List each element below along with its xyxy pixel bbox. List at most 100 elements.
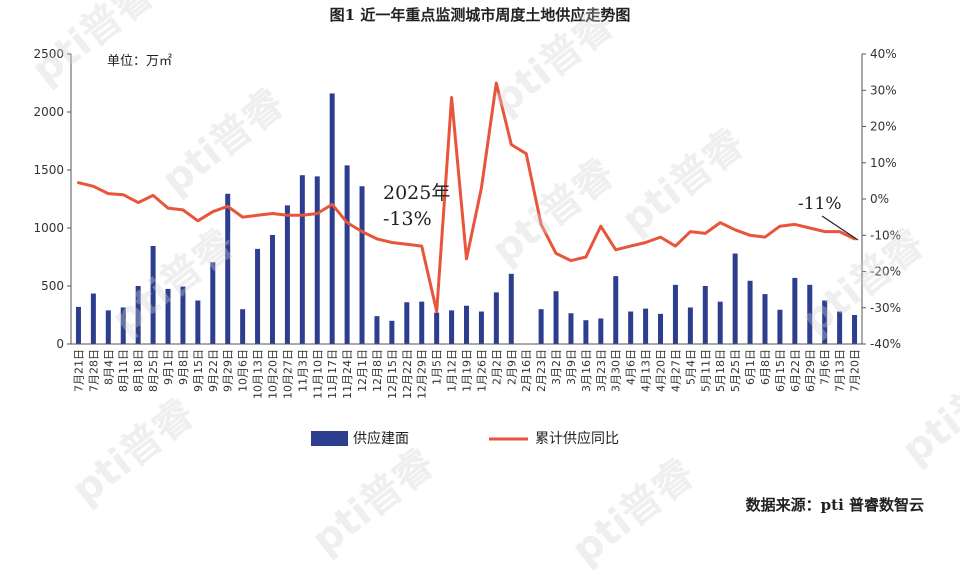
bar (554, 291, 559, 344)
x-tick-label: 10月27日 (281, 349, 294, 399)
x-tick-label: 2月23日 (535, 349, 548, 392)
bar (613, 276, 618, 344)
x-tick-label: 11月3日 (296, 349, 309, 392)
right-tick-label: 40% (870, 47, 897, 61)
x-tick-label: 2月9日 (505, 349, 518, 385)
bar (285, 205, 290, 344)
bar (345, 165, 350, 344)
bar (91, 294, 96, 344)
bar (598, 318, 603, 344)
x-tick-label: 9月1日 (162, 349, 175, 385)
x-tick-label: 11月17日 (326, 349, 339, 399)
bar (330, 93, 335, 344)
annotation-latest: -11% (798, 194, 842, 214)
x-tick-label: 3月30日 (610, 349, 623, 392)
bar (733, 254, 738, 344)
x-tick-label: 7月6日 (819, 349, 832, 385)
bar (673, 285, 678, 344)
x-tick-label: 6月1日 (744, 349, 757, 385)
x-tick-label: 8月18日 (132, 349, 145, 392)
x-tick-label: 10月20日 (266, 349, 279, 399)
x-tick-label: 1月5日 (431, 349, 444, 385)
unit-label: 单位：万㎡ (107, 54, 172, 69)
bar (315, 176, 320, 344)
bar (479, 312, 484, 344)
bar (688, 307, 693, 344)
annotations: 2025年-13%-11% (383, 182, 858, 240)
bar (852, 315, 857, 344)
x-tick-label: 8月4日 (102, 349, 115, 385)
x-tick-label: 4月20日 (655, 349, 668, 392)
bar (837, 312, 842, 344)
x-tick-label: 4月6日 (625, 349, 638, 385)
x-tick-label: 7月13日 (834, 349, 847, 392)
left-tick-label: 2500 (33, 47, 64, 61)
x-tick-label: 12月1日 (356, 349, 369, 392)
x-tick-label: 3月16日 (580, 349, 593, 392)
bar (434, 313, 439, 344)
bar (195, 301, 200, 345)
bar (389, 321, 394, 344)
left-tick-label: 1000 (33, 221, 64, 235)
bar (807, 285, 812, 344)
bar (643, 309, 648, 344)
bar (777, 310, 782, 344)
bar (718, 302, 723, 344)
x-tick-label: 3月23日 (595, 349, 608, 392)
x-tick-label: 5月11日 (699, 349, 712, 392)
x-tick-label: 9月8日 (177, 349, 190, 385)
x-tick-label: 2月2日 (490, 349, 503, 385)
legend-bar-label: 供应建面 (353, 430, 409, 447)
annotation-2025-value: -13% (383, 208, 432, 230)
left-tick-label: 2000 (33, 105, 64, 119)
yoy-line (79, 83, 855, 311)
x-tick-label: 8月11日 (117, 349, 130, 392)
x-tick-label: 3月9日 (565, 349, 578, 385)
bar (404, 302, 409, 344)
bar (255, 249, 260, 344)
x-tick-label: 9月22日 (207, 349, 220, 392)
bar (539, 309, 544, 344)
x-tick-label: 2月16日 (520, 349, 533, 392)
bar (225, 194, 230, 344)
x-tick-label: 12月29日 (416, 349, 429, 399)
x-tick-label: 10月13日 (252, 349, 265, 399)
x-tick-label: 10月6日 (237, 349, 250, 392)
line-series (78, 83, 854, 312)
bar (822, 301, 827, 345)
x-tick-label: 1月19日 (461, 349, 474, 392)
bar (180, 287, 185, 344)
x-tick-label: 6月15日 (774, 349, 787, 392)
bar (568, 313, 573, 344)
bar (464, 306, 469, 344)
x-tick-label: 6月22日 (789, 349, 802, 392)
legend-bar-swatch (311, 431, 348, 446)
legend-line-label: 累计供应同比 (535, 430, 619, 447)
bar (240, 309, 245, 344)
x-tick-label: 8月25日 (147, 349, 160, 392)
x-tick-label: 7月20日 (849, 349, 862, 392)
legend[interactable]: 供应建面 累计供应同比 (311, 430, 619, 447)
right-tick-label: 30% (870, 83, 897, 97)
x-tick-label: 12月22日 (401, 349, 414, 399)
x-tick-label: 6月8日 (759, 349, 772, 385)
bar (762, 294, 767, 344)
x-tick-label: 11月10日 (311, 349, 324, 399)
bar (374, 316, 379, 344)
x-tick-label: 9月29日 (222, 349, 235, 392)
x-tick-label: 12月15日 (386, 349, 399, 399)
right-axis: -40%-30%-20%-10%0%10%20%30%40% (862, 47, 901, 351)
x-tick-label: 5月18日 (714, 349, 727, 392)
x-tick-label: 3月2日 (550, 349, 563, 385)
x-tick-label: 9月15日 (192, 349, 205, 392)
bar (449, 310, 454, 344)
bar (106, 310, 111, 344)
x-tick-label: 7月28日 (87, 349, 100, 392)
bar (509, 274, 514, 344)
x-tick-label: 1月12日 (446, 349, 459, 392)
left-tick-label: 0 (56, 337, 64, 351)
bar (748, 281, 753, 344)
left-tick-label: 500 (41, 279, 64, 293)
